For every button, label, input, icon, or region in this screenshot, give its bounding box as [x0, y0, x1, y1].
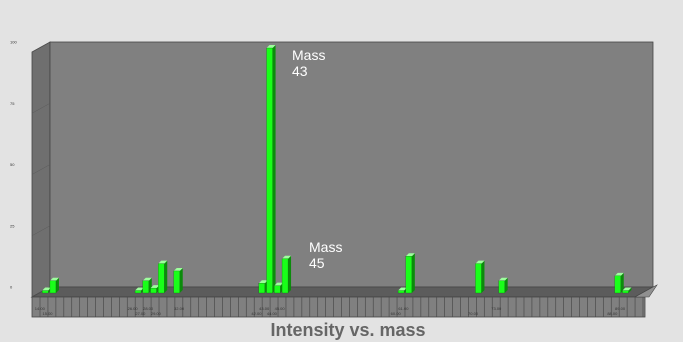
- x-tick-label: 28.00: [143, 306, 154, 311]
- bar: [150, 287, 157, 294]
- bar: [158, 263, 165, 294]
- bar-side: [504, 277, 508, 293]
- x-tick-label: 26.00: [128, 306, 139, 311]
- y-grid-line: [31, 164, 51, 175]
- bar: [274, 285, 281, 294]
- bar: [475, 263, 482, 294]
- x-tick-label: 27.00: [135, 311, 146, 316]
- y-tick-label: 50: [10, 162, 15, 167]
- bar-top: [398, 287, 408, 291]
- x-tick-label: 14.00: [35, 306, 46, 311]
- annotation-line2: 43: [292, 63, 308, 79]
- y-grid-line: [31, 41, 51, 53]
- bar-top: [266, 45, 276, 48]
- x-tick-label: 60.00: [391, 311, 402, 316]
- annotation-line2: 45: [309, 255, 325, 271]
- bar-top: [614, 272, 624, 276]
- bar-top: [173, 267, 183, 271]
- bar: [42, 290, 49, 294]
- bar-side: [179, 267, 183, 293]
- bar-top: [258, 280, 268, 284]
- bar: [266, 47, 273, 294]
- back-wall: [49, 41, 654, 288]
- bar: [134, 290, 142, 294]
- bar-top: [622, 287, 632, 291]
- bar: [142, 280, 149, 294]
- right-edge: [633, 284, 658, 298]
- x-tick-label: 61.00: [398, 306, 409, 311]
- y-tick-label: 25: [10, 223, 15, 228]
- bar-side: [288, 255, 292, 293]
- bar-top: [405, 253, 415, 257]
- bar-top: [135, 287, 145, 291]
- bar-side: [164, 260, 168, 293]
- bar: [622, 290, 629, 294]
- bar-top: [498, 277, 508, 281]
- x-tick-label: 32.00: [174, 306, 185, 311]
- y-tick-label: 0: [10, 285, 13, 290]
- y-tick-label: 75: [10, 101, 15, 106]
- y-axis-ticks: 0 25 50 75 100: [10, 40, 51, 298]
- bar-top: [150, 285, 160, 289]
- x-tick-label: 29.00: [151, 311, 162, 316]
- bar-side: [620, 272, 624, 293]
- front-strip: [31, 296, 646, 318]
- bar-side: [55, 277, 59, 293]
- x-tick-label: 43.00: [259, 306, 270, 311]
- bar: [397, 290, 405, 294]
- bar-side: [411, 253, 415, 293]
- bar: [281, 258, 289, 294]
- bar-side: [481, 260, 485, 293]
- bar-top: [42, 287, 52, 291]
- x-tick-label: 88.00: [607, 311, 618, 316]
- bar-top: [282, 255, 292, 259]
- bar-side: [272, 45, 276, 293]
- x-tick-label: 44.00: [267, 311, 278, 316]
- chart-title: Intensity vs. mass: [270, 320, 425, 340]
- bar-top: [142, 277, 152, 281]
- bar: [258, 283, 265, 294]
- bar-top: [49, 277, 59, 281]
- bar: [173, 270, 180, 294]
- x-tick-label: 42.00: [251, 311, 262, 316]
- x-tick-label: 73.00: [491, 306, 502, 311]
- bar-top: [274, 282, 284, 286]
- x-tick-label: 45.00: [275, 306, 286, 311]
- bar-top: [475, 260, 485, 264]
- floor: [30, 286, 655, 298]
- bar: [49, 280, 57, 294]
- annotation-line1: Mass: [292, 47, 325, 63]
- bar-top: [158, 260, 168, 264]
- annotation-line1: Mass: [309, 239, 342, 255]
- x-tick-label: 15.00: [43, 311, 54, 316]
- bar: [405, 256, 412, 294]
- plot-area: [30, 41, 658, 318]
- bar: [498, 280, 505, 294]
- bar: [614, 275, 621, 294]
- x-tick-label: 70.00: [468, 311, 479, 316]
- y-tick-label: 100: [10, 40, 17, 45]
- x-tick-label: 89.00: [615, 306, 626, 311]
- y-grid-line: [31, 225, 51, 236]
- y-grid-line: [31, 103, 51, 114]
- bars: [42, 45, 632, 294]
- bar-side: [628, 287, 632, 293]
